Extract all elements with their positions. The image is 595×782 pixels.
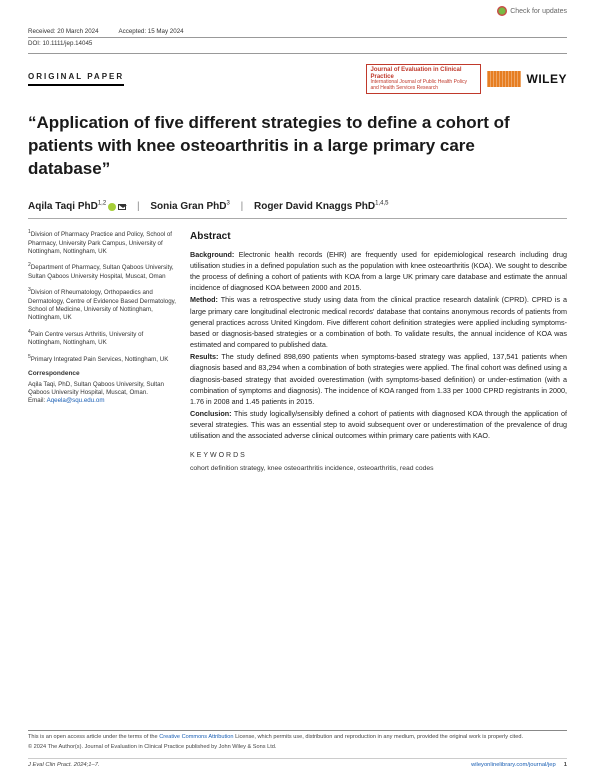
- bg-text: Electronic health records (EHR) are freq…: [190, 250, 567, 292]
- publisher-logo: WILEY: [527, 72, 568, 86]
- author-sup: 3: [226, 201, 229, 207]
- license-post: License, which permits use, distribution…: [234, 734, 523, 740]
- keywords: cohort definition strategy, knee osteoar…: [190, 464, 567, 475]
- orcid-icon[interactable]: [108, 203, 116, 211]
- abstract-head: Abstract: [190, 229, 567, 245]
- author-name: Aqila Taqi PhD: [28, 201, 98, 212]
- author-sup: 1,4,5: [375, 201, 388, 207]
- license-text: This is an open access article under the…: [28, 734, 567, 741]
- author-rule: [28, 218, 567, 219]
- copyright: © 2024 The Author(s). Journal of Evaluat…: [28, 744, 567, 750]
- affiliations-column: 1Division of Pharmacy Practice and Polic…: [28, 229, 176, 475]
- correspondence-email: Email: Aqeela@squ.edu.om: [28, 397, 176, 405]
- citation-text: J Eval Clin Pract. 2024;1–7.: [28, 762, 100, 768]
- results-text: The study defined 898,690 patients when …: [190, 352, 567, 406]
- cc-link[interactable]: Creative Commons Attribution: [159, 734, 233, 740]
- affiliation: 5Primary Integrated Pain Services, Notti…: [28, 354, 176, 364]
- envelope-icon[interactable]: [118, 204, 126, 210]
- received-date: 20 March 2024: [57, 28, 98, 35]
- affiliation: 1Division of Pharmacy Practice and Polic…: [28, 229, 176, 256]
- abstract-column: Abstract Background: Electronic health r…: [190, 229, 567, 475]
- author: Sonia Gran PhD3: [150, 201, 229, 212]
- author-name: Sonia Gran PhD: [150, 201, 226, 212]
- footer-bottom-row: J Eval Clin Pract. 2024;1–7. wileyonline…: [28, 758, 567, 768]
- author-separator: |: [137, 201, 140, 212]
- results-label: Results:: [190, 352, 218, 361]
- two-column-body: 1Division of Pharmacy Practice and Polic…: [28, 229, 567, 475]
- footer-right: wileyonlinelibrary.com/journal/jep 1: [471, 762, 567, 768]
- journal-box: Journal of Evaluation in Clinical Practi…: [366, 64, 481, 94]
- conclusion-label: Conclusion:: [190, 409, 232, 418]
- license-pre: This is an open access article under the…: [28, 734, 159, 740]
- received: Received: 20 March 2024: [28, 28, 99, 35]
- abstract-background: Background: Electronic health records (E…: [190, 249, 567, 294]
- check-updates-icon: [497, 6, 507, 16]
- method-label: Method:: [190, 295, 218, 304]
- footer-rule: [28, 730, 567, 731]
- doi: DOI: 10.1111/jep.14045: [28, 38, 567, 54]
- author-separator: |: [241, 201, 244, 212]
- check-updates-badge[interactable]: Check for updates: [497, 6, 567, 16]
- abstract-conclusion: Conclusion: This study logically/sensibl…: [190, 408, 567, 441]
- abstract-method: Method: This was a retrospective study u…: [190, 294, 567, 350]
- correspondence-head: Correspondence: [28, 370, 176, 379]
- email-label: Email:: [28, 397, 45, 404]
- header-row: ORIGINAL PAPER Journal of Evaluation in …: [28, 64, 567, 94]
- page-number: 1: [564, 762, 567, 768]
- check-updates-label: Check for updates: [510, 8, 567, 15]
- affiliation: 3Division of Rheumatology, Orthopaedics …: [28, 287, 176, 323]
- method-text: This was a retrospective study using dat…: [190, 295, 567, 349]
- authors-line: Aqila Taqi PhD1,2 | Sonia Gran PhD3 | Ro…: [28, 201, 567, 212]
- affil-text: Division of Rheumatology, Orthopaedics a…: [28, 289, 176, 321]
- received-label: Received:: [28, 28, 56, 35]
- affil-text: Primary Integrated Pain Services, Nottin…: [31, 356, 169, 363]
- affiliation: 4Pain Centre versus Arthritis, Universit…: [28, 329, 176, 348]
- journal-url[interactable]: wileyonlinelibrary.com/journal/jep: [471, 762, 556, 768]
- abstract-results: Results: The study defined 898,690 patie…: [190, 351, 567, 407]
- email-link[interactable]: Aqeela@squ.edu.om: [47, 397, 105, 404]
- page-footer: This is an open access article under the…: [28, 730, 567, 768]
- correspondence-text: Aqila Taqi, PhD, Sultan Qaboos Universit…: [28, 381, 176, 398]
- accepted: Accepted: 15 May 2024: [119, 28, 184, 35]
- citation: J Eval Clin Pract. 2024;1–7.: [28, 762, 100, 768]
- bg-label: Background:: [190, 250, 234, 259]
- accepted-date: 15 May 2024: [148, 28, 184, 35]
- paper-type: ORIGINAL PAPER: [28, 72, 124, 86]
- journal-logo-icon: [487, 71, 521, 87]
- journal-subtitle: International Journal of Public Health P…: [371, 80, 476, 91]
- affil-text: Pain Centre versus Arthritis, University…: [28, 331, 143, 346]
- author-name: Roger David Knaggs PhD: [254, 201, 375, 212]
- conclusion-text: This study logically/sensibly defined a …: [190, 409, 567, 440]
- author: Aqila Taqi PhD1,2: [28, 201, 126, 212]
- affiliation: 2Department of Pharmacy, Sultan Qaboos U…: [28, 262, 176, 281]
- keywords-head: KEYWORDS: [190, 451, 567, 462]
- author-sup: 1,2: [98, 201, 106, 207]
- accepted-label: Accepted:: [119, 28, 147, 35]
- author: Roger David Knaggs PhD1,4,5: [254, 201, 389, 212]
- affil-text: Division of Pharmacy Practice and Policy…: [28, 231, 172, 255]
- brand-block: Journal of Evaluation in Clinical Practi…: [366, 64, 568, 94]
- article-title: “Application of five different strategie…: [28, 112, 567, 181]
- affil-text: Department of Pharmacy, Sultan Qaboos Un…: [28, 265, 174, 280]
- dates-row: Received: 20 March 2024 Accepted: 15 May…: [28, 28, 567, 38]
